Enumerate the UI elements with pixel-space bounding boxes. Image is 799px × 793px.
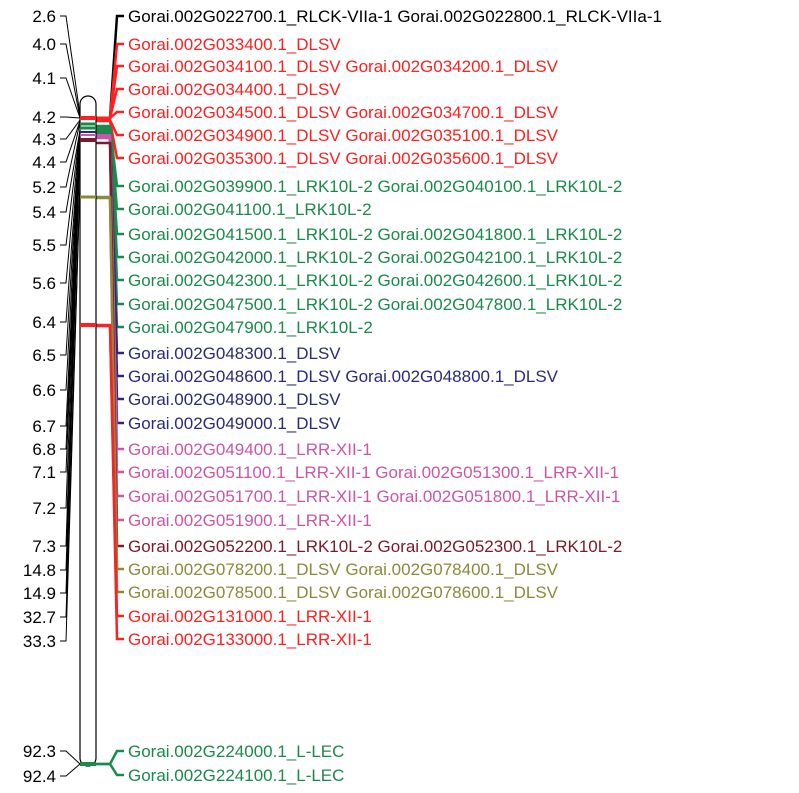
gene-label: Gorai.002G022700.1_RLCK-VIIa-1 Gorai.002… <box>128 7 662 26</box>
gene-label: Gorai.002G133000.1_LRR-XII-1 <box>128 630 372 649</box>
gene-connector <box>96 42 124 120</box>
gene-connector <box>96 324 124 641</box>
gene-label: Gorai.002G051700.1_LRR-XII-1 Gorai.002G0… <box>128 487 620 506</box>
chromosome-band <box>80 138 96 142</box>
gene-label: Gorai.002G049000.1_DLSV <box>128 414 341 433</box>
position-label: 92.4 <box>23 767 56 786</box>
gene-label: Gorai.002G042000.1_LRK10L-2 Gorai.002G04… <box>128 248 622 267</box>
gene-connector <box>96 749 124 766</box>
position-label: 5.2 <box>32 178 56 197</box>
position-label: 5.4 <box>32 203 56 222</box>
chromosome-band <box>80 323 96 327</box>
chromosome-band <box>80 134 96 136</box>
position-connector <box>60 43 81 119</box>
position-connector <box>60 750 81 765</box>
gene-label: Gorai.002G049400.1_LRR-XII-1 <box>128 440 372 459</box>
chromosome-band <box>80 195 96 199</box>
position-label: 7.2 <box>32 499 56 518</box>
position-connector <box>60 119 81 140</box>
gene-connector <box>96 110 124 120</box>
gene-label: Gorai.002G224100.1_L-LEC <box>128 766 344 785</box>
gene-label: Gorai.002G035300.1_DLSV Gorai.002G035600… <box>128 149 559 168</box>
position-label: 6.6 <box>32 381 56 400</box>
gene-label: Gorai.002G078200.1_DLSV Gorai.002G078400… <box>128 560 559 579</box>
chromosome-band <box>80 122 96 126</box>
position-label: 4.1 <box>32 69 56 88</box>
gene-connectors <box>96 14 124 777</box>
gene-label: Gorai.002G048300.1_DLSV <box>128 344 341 363</box>
position-connector <box>60 133 81 391</box>
position-label: 5.5 <box>32 236 56 255</box>
gene-label: Gorai.002G034500.1_DLSV Gorai.002G034700… <box>128 103 559 122</box>
position-label: 4.0 <box>32 35 56 54</box>
position-connector <box>60 15 81 116</box>
position-connector <box>60 132 81 356</box>
gene-label: Gorai.002G131000.1_LRR-XII-1 <box>128 607 372 626</box>
position-label: 6.7 <box>32 417 56 436</box>
position-label: 14.9 <box>23 584 56 603</box>
position-connector <box>60 116 81 119</box>
gene-labels: Gorai.002G022700.1_RLCK-VIIa-1 Gorai.002… <box>128 7 662 785</box>
gene-label: Gorai.002G039900.1_LRK10L-2 Gorai.002G04… <box>128 177 622 196</box>
chromosome-band <box>80 131 96 133</box>
chromosome-band <box>80 126 96 130</box>
position-connector <box>60 763 81 777</box>
position-label: 7.3 <box>32 537 56 556</box>
position-connector <box>60 132 81 323</box>
position-label: 6.5 <box>32 346 56 365</box>
position-label: 32.7 <box>23 608 56 627</box>
gene-connector <box>96 119 124 160</box>
position-label: 92.3 <box>23 742 56 761</box>
gene-label: Gorai.002G034100.1_DLSV Gorai.002G034200… <box>128 57 559 76</box>
gene-label: Gorai.002G034900.1_DLSV Gorai.002G035100… <box>128 126 559 145</box>
position-label: 7.1 <box>32 463 56 482</box>
gene-label: Gorai.002G047500.1_LRK10L-2 Gorai.002G04… <box>128 295 622 314</box>
chromosome-band <box>80 116 96 120</box>
position-label: 4.2 <box>32 108 56 127</box>
gene-label: Gorai.002G047900.1_LRK10L-2 <box>128 318 373 337</box>
gene-label: Gorai.002G048600.1_DLSV Gorai.002G048800… <box>128 367 559 386</box>
gene-connector <box>96 196 124 594</box>
position-connectors <box>60 15 81 777</box>
gene-label: Gorai.002G224000.1_L-LEC <box>128 742 344 761</box>
position-connector <box>60 120 81 163</box>
gene-label: Gorai.002G041500.1_LRK10L-2 Gorai.002G04… <box>128 225 622 244</box>
gene-label: Gorai.002G033400.1_DLSV <box>128 35 341 54</box>
gene-connector <box>96 64 124 120</box>
position-label: 33.3 <box>23 632 56 651</box>
position-connector <box>60 130 81 284</box>
gene-label: Gorai.002G048900.1_DLSV <box>128 390 341 409</box>
position-label: 2.6 <box>32 7 56 26</box>
position-label: 14.8 <box>23 561 56 580</box>
chromosome-band <box>80 762 96 766</box>
position-labels: 2.6 4.0 4.1 4.2 4.3 4.4 5.2 5.4 5.5 5.6 6.4 6.5 6.6 6… <box>23 7 56 786</box>
chromosome-bands <box>80 116 96 766</box>
position-label: 4.3 <box>32 130 56 149</box>
gene-label: Gorai.002G042300.1_LRK10L-2 Gorai.002G04… <box>128 271 622 290</box>
position-label: 5.6 <box>32 274 56 293</box>
gene-label: Gorai.002G051100.1_LRR-XII-1 Gorai.002G0… <box>128 463 619 482</box>
position-connector <box>60 129 81 246</box>
gene-label: Gorai.002G041100.1_LRK10L-2 <box>128 200 372 219</box>
position-label: 4.4 <box>32 153 56 172</box>
gene-connector <box>96 762 124 777</box>
gene-label: Gorai.002G034400.1_DLSV <box>128 80 341 99</box>
gene-label: Gorai.002G078500.1_DLSV Gorai.002G078600… <box>128 583 559 602</box>
position-label: 6.8 <box>32 440 56 459</box>
gene-label: Gorai.002G051900.1_LRR-XII-1 <box>128 511 372 530</box>
position-connector <box>60 129 81 213</box>
gene-label: Gorai.002G052200.1_LRK10L-2 Gorai.002G05… <box>128 537 622 556</box>
position-connector <box>60 121 81 188</box>
position-connector <box>60 142 81 594</box>
position-connector <box>60 181 81 642</box>
position-label: 6.4 <box>32 313 56 332</box>
position-connector <box>60 77 81 119</box>
